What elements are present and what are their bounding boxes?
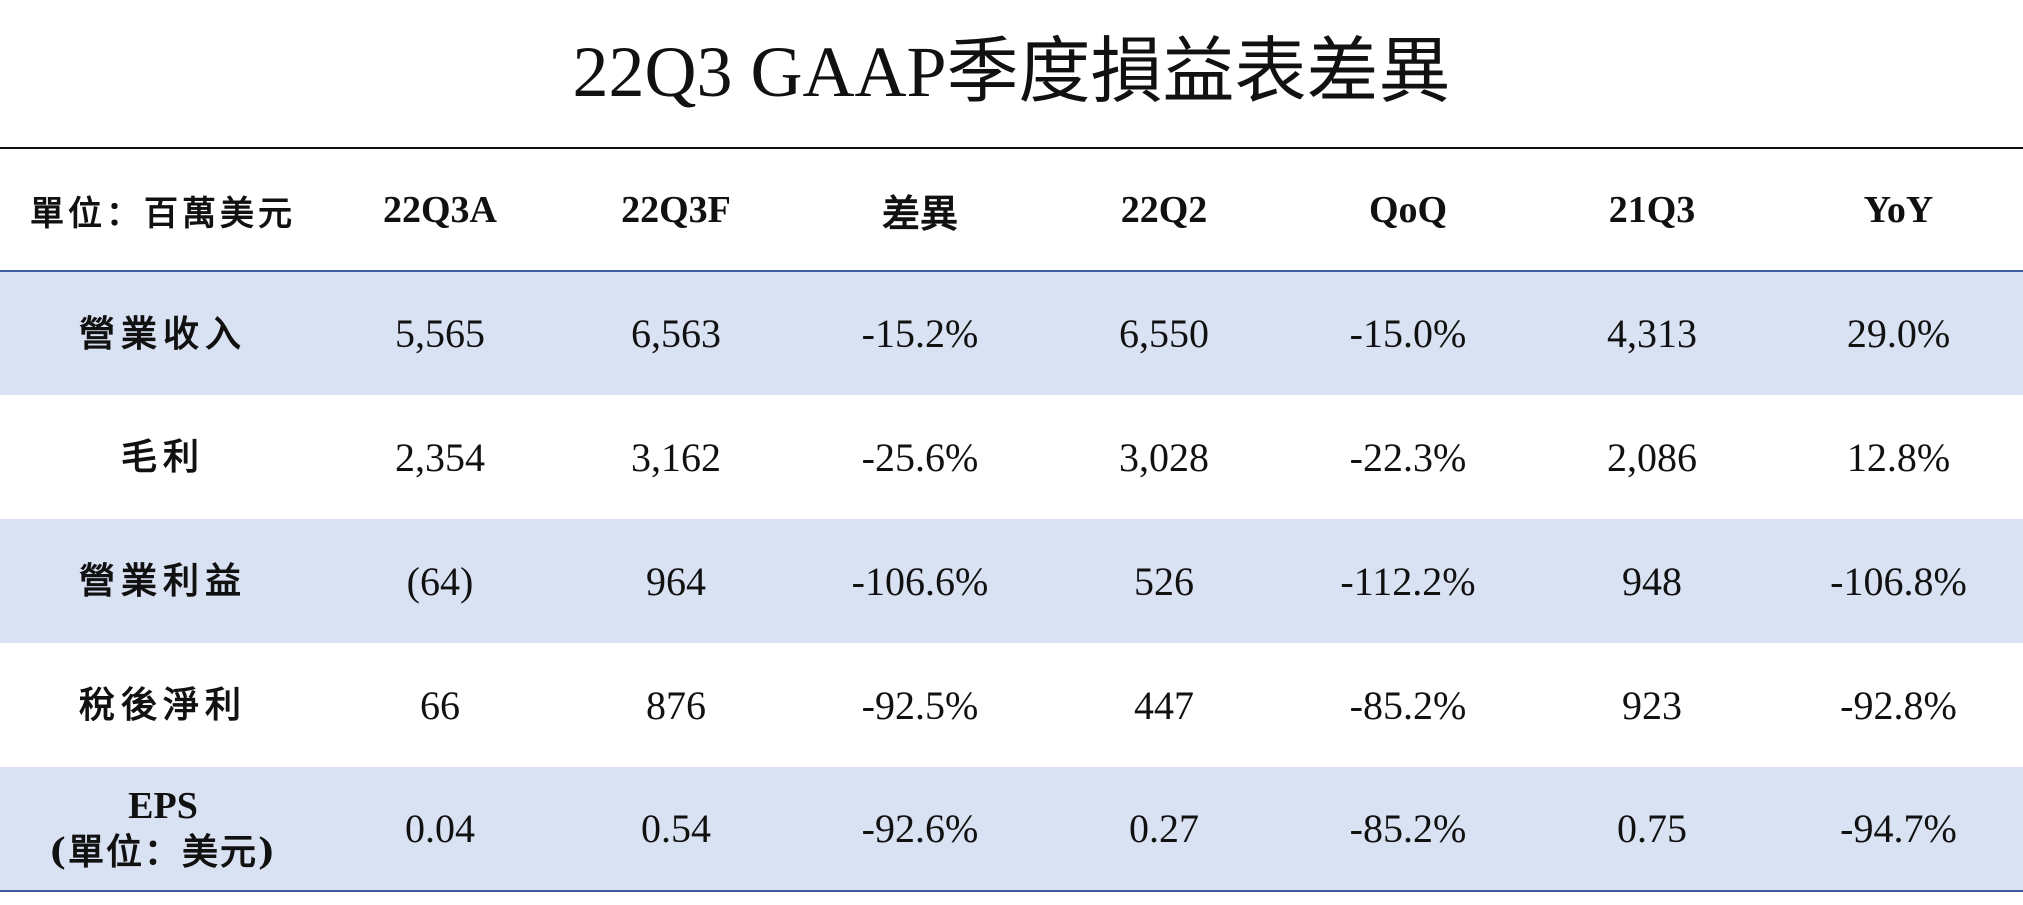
table-cell: 6,563 [631, 311, 721, 356]
header-row: 單位：百萬美元 22Q3A 22Q3F 差異 22Q2 QoQ 21Q3 YoY [0, 150, 2023, 272]
table-cell: (64) [406, 558, 474, 604]
column-header-qoq: QoQ [1286, 150, 1530, 272]
table-cell: 923 [1622, 682, 1682, 728]
row-label-main: EPS [128, 784, 198, 827]
table-cell: 0.27 [1042, 767, 1286, 892]
page-title: 22Q3 GAAP季度損益表差異 [572, 32, 1451, 112]
table-cell: 66 [420, 682, 460, 728]
table-cell: 3,162 [631, 434, 721, 480]
table-cell: 2,086 [1607, 434, 1697, 480]
table-cell: 2,354 [395, 434, 485, 480]
column-header-22q2: 22Q2 [1042, 150, 1286, 272]
table-cell: -15.2% [861, 311, 979, 356]
table-cell: -15.0% [1349, 311, 1467, 356]
row-label: 營業利益 [78, 560, 247, 602]
table-cell: 948 [1622, 558, 1682, 604]
table-cell: -85.2% [1349, 682, 1467, 728]
table-row-operating-income: 營業利益 (64) 964 -106.6% 526 -112.2% 948 -1… [0, 519, 2023, 643]
table-cell: -92.8% [1840, 682, 1957, 728]
table-cell: -92.5% [861, 682, 979, 728]
table-cell: -22.3% [1349, 434, 1467, 480]
income-statement-table: 單位：百萬美元 22Q3A 22Q3F 差異 22Q2 QoQ 21Q3 YoY… [0, 150, 2023, 892]
table-cell: 5,565 [395, 311, 485, 356]
table-row-eps: EPS (單位：美元) 0.04 0.54 -92.6% 0.27 -85.2%… [0, 767, 2023, 892]
column-header-21q3: 21Q3 [1530, 150, 1774, 272]
table-cell: 526 [1134, 558, 1194, 604]
table-cell: 4,313 [1607, 311, 1697, 356]
unit-header: 單位：百萬美元 [0, 150, 326, 272]
table-cell: 964 [646, 558, 706, 604]
table-cell: -112.2% [1340, 558, 1476, 604]
table-row-revenue: 營業收入 5,565 6,563 -15.2% 6,550 -15.0% 4,3… [0, 271, 2023, 395]
table-cell: 6,550 [1119, 311, 1209, 356]
table-cell: -106.8% [1830, 558, 1967, 604]
table-cell: -94.7% [1774, 767, 2023, 892]
column-header-22q3f: 22Q3F [554, 150, 798, 272]
column-header-variance: 差異 [798, 150, 1042, 272]
row-label: 稅後淨利 [78, 684, 247, 726]
row-label-unit: (單位：美元) [48, 830, 278, 873]
title-divider [0, 147, 2023, 149]
table-cell: -106.6% [851, 558, 989, 604]
row-label: EPS (單位：美元) [0, 767, 326, 892]
column-header-22q3a: 22Q3A [326, 150, 554, 272]
table-cell: 0.54 [554, 767, 798, 892]
table-cell: 29.0% [1846, 311, 1951, 356]
table-cell: -25.6% [861, 434, 979, 480]
table-cell: -92.6% [798, 767, 1042, 892]
table-cell: 12.8% [1846, 434, 1951, 480]
table-cell: 0.04 [326, 767, 554, 892]
table-cell: 876 [646, 682, 706, 728]
table-cell: 447 [1134, 682, 1194, 728]
column-header-yoy: YoY [1774, 150, 2023, 272]
table-cell: 0.75 [1530, 767, 1774, 892]
table-row-net-income: 稅後淨利 66 876 -92.5% 447 -85.2% 923 -92.8% [0, 643, 2023, 767]
table-row-gross-profit: 毛利 2,354 3,162 -25.6% 3,028 -22.3% 2,086… [0, 395, 2023, 519]
table-cell: -85.2% [1286, 767, 1530, 892]
row-label: 毛利 [120, 436, 205, 478]
table-cell: 3,028 [1119, 434, 1209, 480]
row-label: 營業收入 [78, 312, 247, 355]
